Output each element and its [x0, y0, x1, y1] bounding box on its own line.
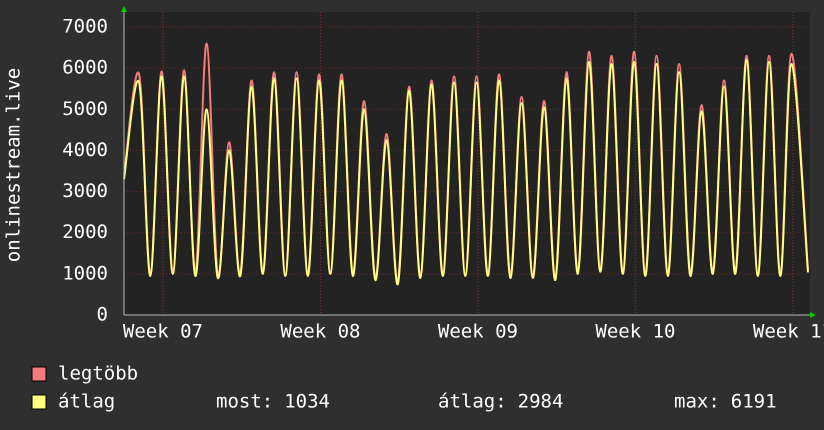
y-tick-label: 1000 — [62, 262, 108, 284]
x-tick-label: Week 07 — [123, 321, 203, 343]
lines — [123, 42, 809, 286]
stat-label: max: — [674, 391, 720, 413]
y-arrow — [121, 6, 127, 12]
x-tick-label: Week 11 — [753, 321, 824, 343]
y-tick-label: 3000 — [62, 180, 108, 202]
y-tick-label: 5000 — [62, 98, 108, 120]
stat-label: most: — [216, 391, 273, 413]
x-arrow — [810, 312, 816, 318]
y-axis-label: onlinestream.live — [3, 68, 25, 262]
legend-swatch — [31, 366, 47, 382]
y-tick-label: 0 — [97, 304, 108, 326]
stat-value: 1034 — [284, 391, 330, 413]
x-tick-label: Week 10 — [595, 321, 675, 343]
grid — [124, 12, 808, 316]
y-tick-label: 6000 — [62, 57, 108, 79]
y-tick-label: 7000 — [62, 16, 108, 38]
stat-label: átlag: — [438, 391, 507, 413]
y-tick-label: 4000 — [62, 139, 108, 161]
legend: legtöbb átlag most: 1034 átlag: 2984 max: 6191 — [31, 363, 777, 413]
stat-value: 6191 — [731, 391, 777, 413]
x-tick-label: Week 09 — [438, 321, 518, 343]
x-tick-label: Week 08 — [280, 321, 360, 343]
legend-swatch — [31, 394, 47, 410]
y-tick-label: 2000 — [62, 221, 108, 243]
legend-label: átlag — [58, 391, 115, 413]
stat-value: 2984 — [518, 391, 564, 413]
series-line — [123, 58, 809, 286]
legend-label: legtöbb — [58, 363, 138, 385]
